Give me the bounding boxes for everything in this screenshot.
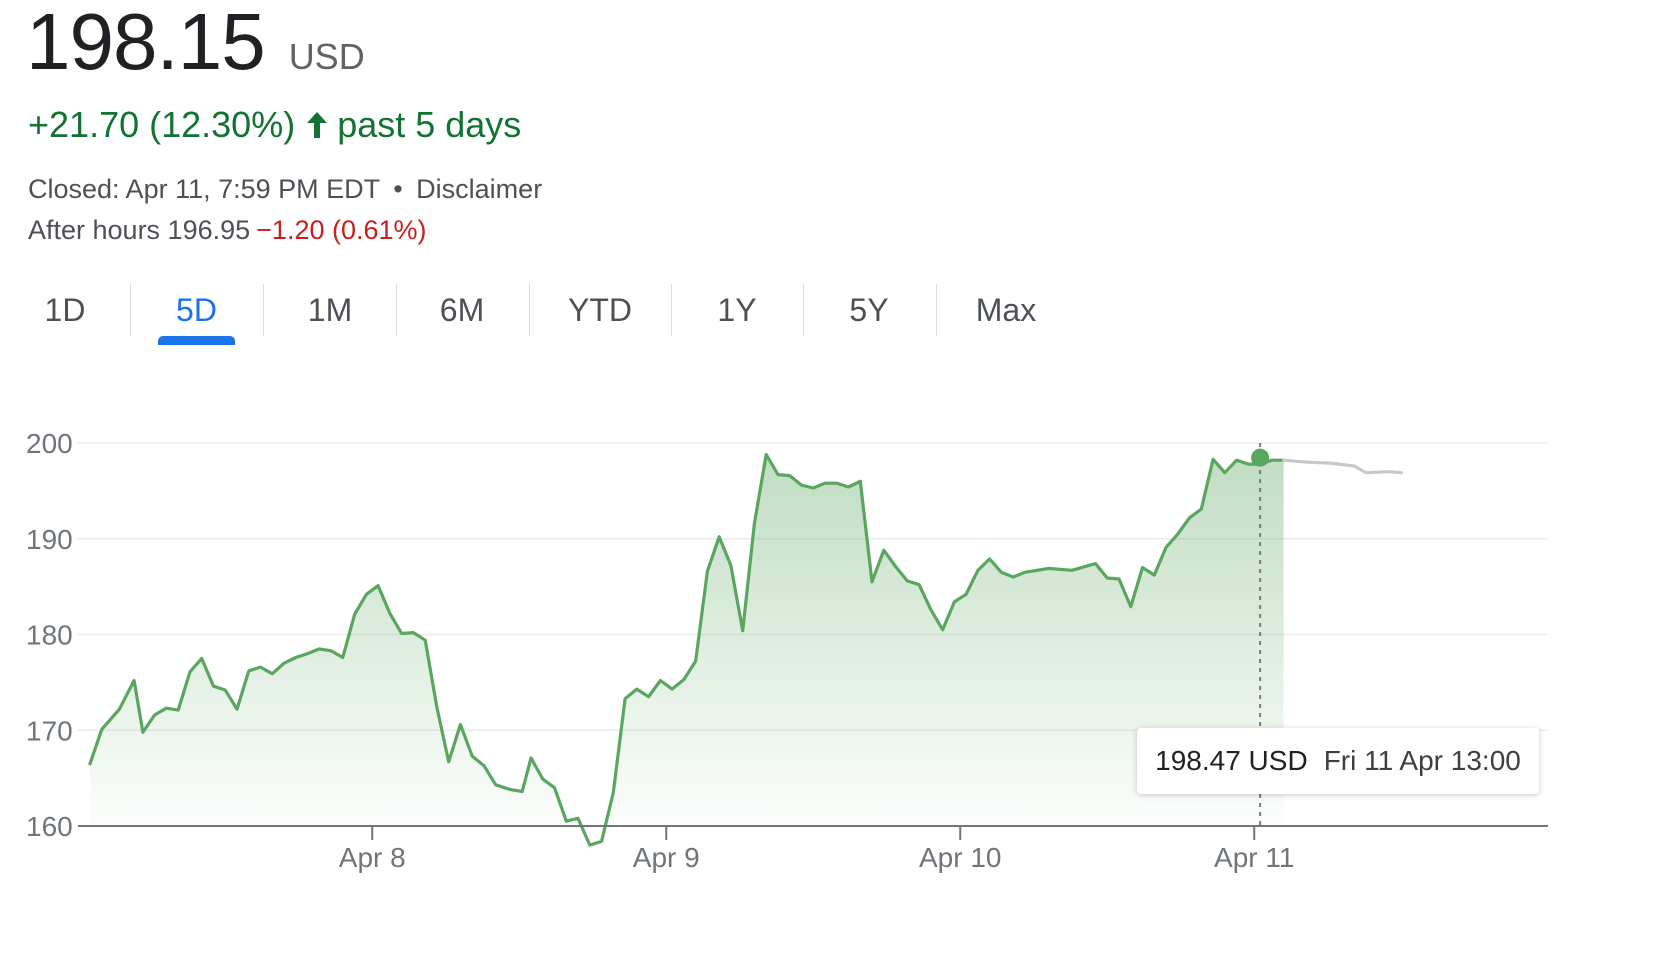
- y-tick-label-190: 190: [26, 524, 73, 555]
- tab-ytd[interactable]: YTD: [568, 291, 632, 328]
- area-fill: [90, 454, 1284, 846]
- disclaimer-link[interactable]: Disclaimer: [416, 174, 543, 204]
- after-hours-line: [1282, 458, 1403, 475]
- tab-divider: [671, 284, 672, 336]
- x-tick-label: Apr 9: [633, 842, 700, 873]
- tab-1d[interactable]: 1D: [44, 291, 86, 328]
- after-hours-row: After hours 196.95 −1.20 (0.61%): [28, 215, 427, 246]
- series-lines: [88, 452, 1403, 847]
- price-line: [88, 452, 1286, 847]
- y-axis-labels: 160 170 180 190 200: [26, 428, 73, 842]
- tab-divider: [936, 284, 937, 336]
- tab-divider: [529, 284, 530, 336]
- selected-tab-indicator: [158, 336, 235, 345]
- separator: •: [393, 174, 403, 204]
- price-change: +21.70 (12.30%): [28, 104, 296, 145]
- x-axis: [78, 825, 1548, 840]
- hover-point: [1251, 448, 1270, 467]
- tab-divider: [803, 284, 804, 336]
- x-tick-label: Apr 10: [919, 842, 1002, 873]
- price-change-row: +21.70 (12.30%) past 5 days: [28, 104, 521, 146]
- x-axis-labels: Apr 8 Apr 9 Apr 10 Apr 11: [339, 842, 1295, 873]
- after-hours-change: −1.20 (0.61%): [256, 215, 427, 245]
- arrow-up-icon: [305, 110, 329, 140]
- price-chart[interactable]: 160 170 180 190 200 Apr 8 Apr 9 Apr 10 Apr 11: [0, 400, 1678, 900]
- tab-1m[interactable]: 1M: [307, 291, 353, 328]
- tab-divider: [130, 284, 131, 336]
- change-period: past 5 days: [337, 104, 522, 145]
- price-area: [90, 454, 1284, 846]
- closed-time: Closed: Apr 11, 7:59 PM EDT: [28, 174, 380, 204]
- current-price: 198.15: [26, 0, 266, 86]
- tab-6m[interactable]: 6M: [439, 291, 485, 328]
- y-tick-label-180: 180: [26, 620, 73, 651]
- tab-divider: [396, 284, 397, 336]
- y-tick-label-170: 170: [26, 715, 73, 746]
- tab-max[interactable]: Max: [975, 291, 1037, 328]
- y-tick-label-200: 200: [26, 428, 73, 459]
- market-status: Closed: Apr 11, 7:59 PM EDT • Disclaimer: [28, 174, 542, 205]
- after-hours-price: After hours 196.95: [28, 215, 251, 245]
- x-tick-label: Apr 8: [339, 842, 406, 873]
- tab-5d[interactable]: 5D: [176, 291, 217, 328]
- y-tick-label-160: 160: [26, 811, 73, 842]
- chart-tooltip: 198.47 USD Fri 11 Apr 13:00: [1137, 728, 1539, 794]
- tooltip-date: Fri 11 Apr 13:00: [1323, 745, 1521, 776]
- price-row: 198.15 USD: [26, 2, 365, 82]
- hover-marker: [1251, 443, 1270, 826]
- tab-divider: [263, 284, 264, 336]
- tooltip-price: 198.47 USD: [1155, 745, 1308, 776]
- tab-1y[interactable]: 1Y: [717, 291, 757, 328]
- currency-label: USD: [288, 36, 365, 77]
- x-tick-label: Apr 11: [1214, 842, 1294, 873]
- tab-5y[interactable]: 5Y: [849, 291, 889, 328]
